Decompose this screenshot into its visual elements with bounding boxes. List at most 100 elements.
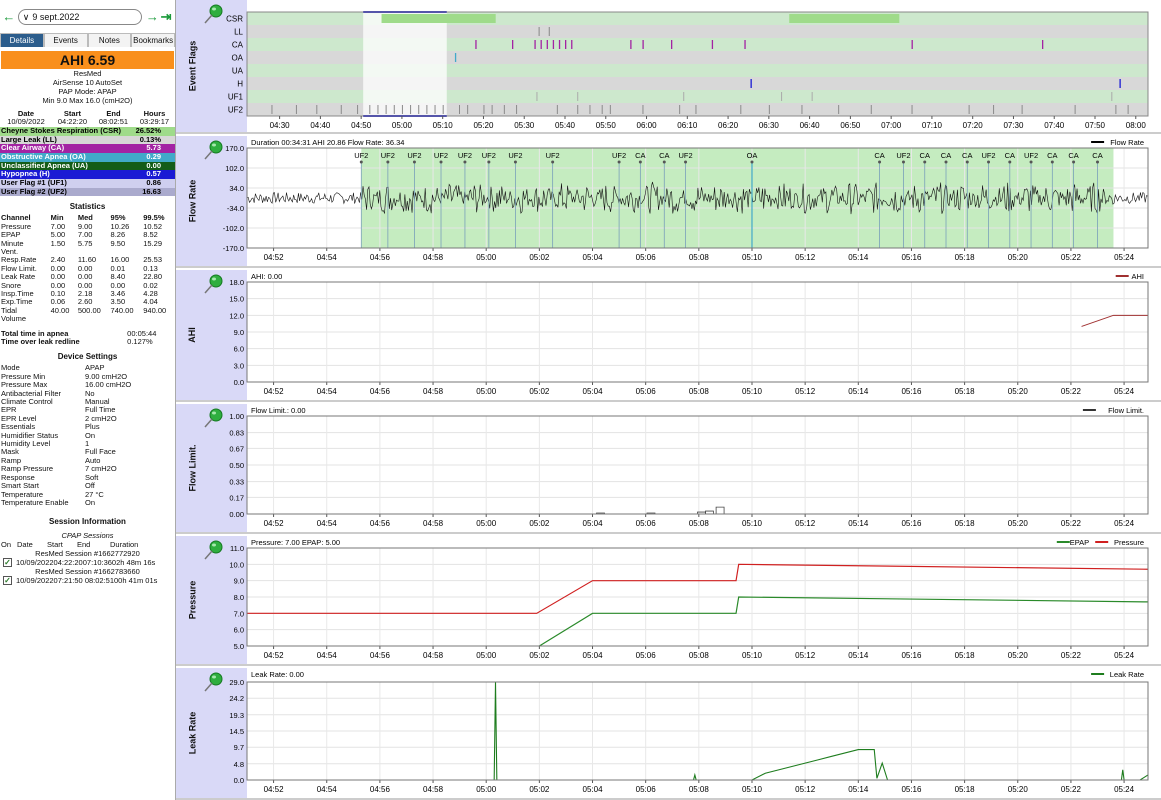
statistics-cell: Flow Limit.: [1, 263, 37, 273]
panel-plot: 29.0 24.2 19.3 14.5 9.7 4.8 0.0 04:52 04:54 04:56…: [229, 670, 1149, 794]
panel-readout: AHI: 0.00: [251, 272, 282, 281]
panel-gutter: [176, 668, 247, 798]
flow-flag-dot: [1050, 160, 1054, 164]
statistics-cell: 25.53: [143, 255, 163, 265]
apnea-summary-table: Total time in apnea 00:05:44 Time over lea…: [0, 329, 175, 347]
event-value: 5.73: [146, 143, 161, 153]
pin-icon[interactable]: [202, 671, 224, 693]
event-name: Unclassified Apnea (UA): [1, 160, 88, 170]
flow-limit-bump: [705, 510, 714, 514]
x-tick-label: 05:18: [955, 651, 976, 660]
flag-row-band: [247, 64, 1148, 77]
device-setting-row: Climate Control Manual: [0, 397, 175, 407]
flow-flag-dot: [750, 160, 754, 164]
statistics-cell: 0.10: [50, 288, 66, 298]
session-info-title: Session Information: [49, 517, 126, 527]
x-tick-label: 05:10: [742, 387, 763, 396]
tab-bookmarks[interactable]: Bookmarks: [131, 32, 175, 47]
statistics-cell: 0.06: [50, 297, 66, 307]
x-tick-label: 04:30: [270, 121, 291, 130]
event-row: Clear Airway (CA) 5.73: [0, 144, 175, 153]
session-checkbox[interactable]: ✓: [3, 558, 12, 568]
event-summary-table: Cheyne Stokes Respiration (CSR) 26.52% Lar…: [0, 126, 175, 197]
header-start: Start: [47, 540, 63, 550]
statistics-row: Volume: [0, 314, 175, 323]
statistics-cell: Vent.: [1, 246, 19, 256]
x-tick-label: 04:52: [264, 785, 285, 794]
y-tick-label: 0.33: [229, 478, 244, 487]
statistics-row: Leak Rate 0.00 0.00 8.40 22.80: [0, 272, 175, 282]
panel-gutter: [176, 0, 247, 132]
pin-icon[interactable]: [202, 273, 224, 295]
flag-row-label: UA: [232, 67, 244, 76]
pin-icon[interactable]: [202, 407, 224, 429]
event-row: User Flag #1 (UF1) 0.86: [0, 179, 175, 188]
device-setting-row: EPR Level 2 cmH2O: [0, 413, 175, 423]
legend-label: EPAP: [1070, 538, 1089, 547]
ca-mark: [558, 40, 561, 49]
x-tick-label: 05:06: [636, 651, 657, 660]
setting-value: 1: [85, 439, 90, 449]
setting-value: Manual: [85, 397, 110, 407]
x-tick-label: 04:58: [423, 785, 444, 794]
flow-flag-dot: [359, 160, 363, 164]
statistics-cell: 7.00: [77, 230, 93, 240]
selection-window[interactable]: [363, 12, 447, 116]
x-tick-label: 05:22: [1061, 387, 1082, 396]
y-tick-label: 24.2: [229, 694, 244, 703]
tab-events[interactable]: Events: [43, 32, 88, 47]
uf2-mark: [695, 105, 697, 114]
tab-details[interactable]: Details: [0, 32, 44, 47]
session-checkbox[interactable]: ✓: [3, 576, 12, 586]
x-tick-label: 05:30: [514, 121, 535, 130]
pin-icon[interactable]: [202, 3, 224, 25]
y-tick-label: 19.3: [229, 711, 244, 720]
event-value: 16.63: [142, 186, 161, 196]
flow-flag-label: CA: [1005, 151, 1015, 160]
back-arrow-icon[interactable]: ←: [2, 9, 16, 24]
header-end: End: [106, 109, 121, 118]
y-tick-label: 170.0: [225, 144, 244, 153]
setting-name: Humidity Level: [1, 439, 51, 449]
uf2-mark: [393, 105, 395, 114]
setting-name: EPR Level: [1, 413, 37, 423]
statistics-row: Minute 1.50 5.75 9.50 15.29: [0, 239, 175, 248]
date-picker[interactable]: ∨ 9 sept.2022: [17, 9, 142, 25]
y-tick-label: 0.67: [229, 444, 244, 453]
flag-row-label: LL: [234, 28, 243, 37]
flag-row-label: UF2: [228, 106, 244, 115]
flag-row-band: [247, 103, 1148, 116]
pressure-panel: Pressure 11.0 10.0 9.0 8.0 7.0 6.0 5.0 04:52 04:5…: [176, 536, 1161, 666]
y-tick-label: 0.00: [229, 510, 244, 519]
x-tick-label: 05:24: [1114, 785, 1135, 794]
forward-arrow-icon[interactable]: →: [145, 9, 159, 24]
event-value: 0.29: [146, 152, 161, 162]
statistics-cell: 8.40: [110, 272, 126, 282]
header-hours: Hours: [143, 109, 166, 118]
flow-flag-label: UF2: [482, 151, 496, 160]
statistics-cell: 500.00: [77, 305, 101, 315]
x-tick-label: 05:00: [476, 519, 497, 528]
x-tick-label: 05:10: [742, 253, 763, 262]
flags-frame: [246, 11, 1149, 117]
ll-mark: [548, 27, 550, 36]
last-day-icon[interactable]: ⇥: [160, 9, 172, 24]
statistics-cell: 0.00: [77, 263, 93, 273]
tab-notes[interactable]: Notes: [87, 32, 132, 47]
x-tick-label: 06:10: [677, 121, 698, 130]
y-tick-label: 9.0: [234, 328, 244, 337]
pin-icon[interactable]: [202, 539, 224, 561]
session-row: ✓ 10/09/202204:22:2007:10:3602h 48m 16s: [0, 558, 175, 568]
pin-icon[interactable]: [202, 139, 224, 161]
flow-flag-label: UF2: [354, 151, 368, 160]
csr-span: [381, 14, 496, 23]
y-tick-label: 0.0: [234, 378, 244, 387]
ca-mark: [642, 40, 644, 49]
flow-flag-dot: [513, 160, 517, 164]
x-tick-label: 05:20: [1008, 651, 1029, 660]
y-tick-label: 9.7: [234, 743, 244, 752]
ca-mark: [512, 40, 514, 49]
pressure-line: [247, 563, 1149, 614]
y-tick-label: 3.0: [234, 361, 244, 370]
x-tick-label: 04:58: [423, 519, 444, 528]
